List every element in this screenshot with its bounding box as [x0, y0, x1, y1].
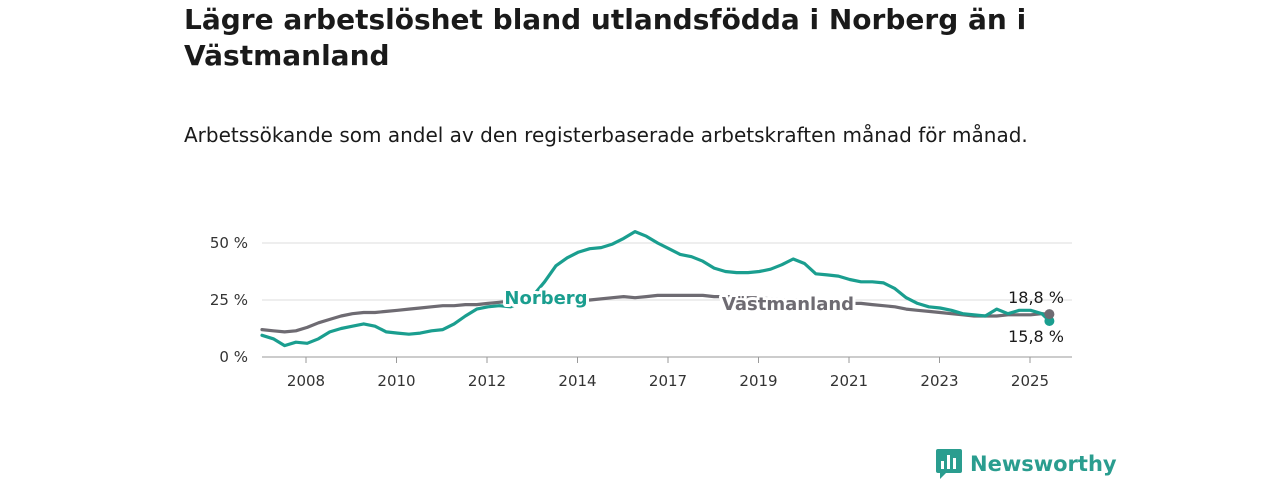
x-tick-label: 2014 [558, 372, 596, 390]
x-tick-label: 2017 [649, 372, 687, 390]
x-tick-label: 2021 [830, 372, 868, 390]
end-point-västmanland [1044, 309, 1055, 320]
newsworthy-logo-icon [936, 449, 962, 479]
x-tick-label: 2008 [287, 372, 325, 390]
series-line-norberg [260, 230, 1051, 348]
x-tick-label: 2019 [739, 372, 777, 390]
series-line-västmanland [260, 293, 1051, 334]
line-chart: 0 % 25 % 50 % 2008 2010 2012 2014 2017 2019 2021 2… [210, 230, 1072, 390]
y-tick-label: 25 % [210, 291, 248, 309]
series-layer [260, 230, 1051, 348]
brand-name: Newsworthy [970, 452, 1117, 476]
end-label-västmanland: 18,8 % [1008, 288, 1064, 307]
end-label-norberg: 15,8 % [1008, 327, 1064, 346]
chart-subtitle: Arbetssökande som andel av den registerb… [184, 123, 1028, 147]
y-tick-label: 50 % [210, 234, 248, 252]
series-label-norberg: Norberg [504, 288, 587, 309]
x-tick-label: 2010 [377, 372, 415, 390]
series-label-västmanland: Västmanland [722, 294, 854, 315]
newsworthy-brand: Newsworthy [936, 448, 1117, 480]
x-tick-label: 2025 [1011, 372, 1049, 390]
chart-title: Lägre arbetslöshet bland utlandsfödda i … [184, 3, 1027, 72]
grid-layer: 0 % 25 % 50 % 2008 2010 2012 2014 2017 2019 2021 2… [210, 234, 1072, 390]
x-tick-label: 2023 [920, 372, 958, 390]
end-point-norberg [1044, 315, 1055, 326]
label-layer: Norberg Västmanland 18,8 % 15,8 % [501, 285, 1064, 346]
x-tick-label: 2012 [468, 372, 506, 390]
y-tick-label: 0 % [219, 348, 248, 366]
